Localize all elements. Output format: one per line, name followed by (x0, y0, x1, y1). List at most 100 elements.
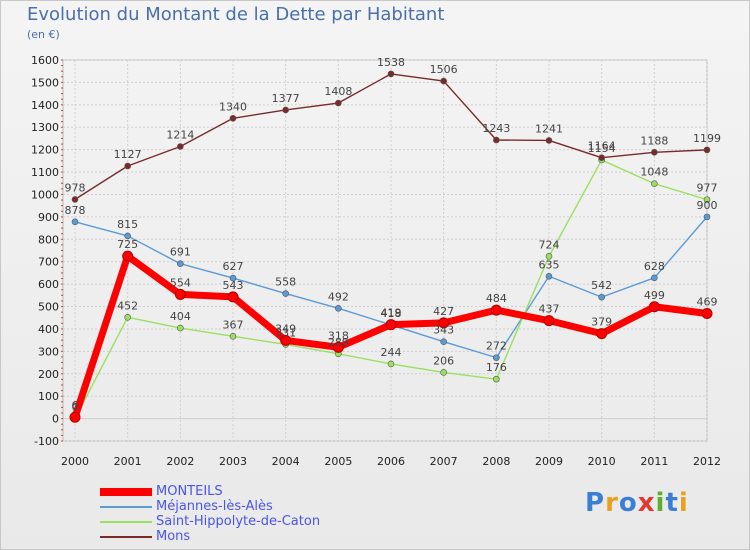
data-point (701, 307, 713, 319)
x-tick-label: 2011 (640, 455, 668, 468)
logo-letter: o (618, 488, 638, 518)
data-label: 635 (539, 258, 560, 271)
data-point (651, 274, 658, 282)
x-tick-label: 2009 (535, 455, 563, 468)
data-label: 1048 (640, 166, 668, 179)
data-point (177, 260, 184, 268)
legend-label: MONTEILS (156, 484, 223, 499)
x-tick-label: 2001 (114, 455, 142, 468)
data-point (703, 196, 711, 203)
y-tick-label: 1600 (31, 54, 59, 67)
data-label: 1506 (430, 63, 458, 76)
data-point (598, 293, 605, 301)
x-tick-label: 2007 (430, 455, 458, 468)
legend-swatch (100, 506, 152, 508)
logo-letter: x (637, 488, 656, 518)
x-axis: 2000 2001 2002 2003 2004 2005 2006 2007 2008 2009… (61, 455, 721, 468)
legend-label: Méjannes-lès-Alès (156, 499, 273, 514)
data-point (545, 137, 553, 144)
data-point (177, 324, 184, 332)
data-point (71, 196, 79, 203)
chart-title: Evolution du Montant de la Dette par Hab… (27, 4, 445, 25)
data-point (490, 304, 502, 316)
data-label: 1164 (588, 140, 616, 153)
data-label: 558 (275, 276, 296, 289)
data-label: 628 (644, 260, 665, 273)
x-tick-label: 2012 (693, 455, 721, 468)
y-tick-label: 600 (38, 278, 59, 291)
y-tick-label: 500 (38, 301, 59, 314)
y-tick-label: 1200 (31, 144, 59, 157)
data-point (648, 301, 660, 313)
data-point (598, 154, 605, 162)
plot-area (62, 59, 708, 442)
data-labels: 878 815 691 627 558 492 418 343 272 635 542 628 900 0… (65, 56, 722, 414)
data-point (69, 411, 81, 423)
data-label: 379 (591, 316, 612, 329)
data-point (596, 328, 608, 340)
x-tick-label: 2002 (166, 455, 194, 468)
legend-label: Saint-Hippolyte-de-Caton (156, 514, 321, 529)
y-tick-label: 1500 (31, 76, 59, 89)
data-point (440, 338, 447, 346)
data-point (543, 315, 555, 327)
data-point (280, 334, 292, 346)
logo-letter: t (665, 488, 679, 518)
data-label: 6 (72, 399, 79, 412)
x-tick-label: 2003 (219, 455, 247, 468)
data-point (493, 354, 500, 361)
y-axis: -100 0 100 200 300 400 500 600 700 800 900 1000 1100… (31, 54, 63, 448)
data-label: 542 (591, 279, 612, 292)
legend-label: Mons (156, 529, 191, 544)
data-label: 349 (275, 322, 296, 335)
data-point (282, 290, 289, 297)
data-label: 499 (644, 289, 665, 302)
data-label: 367 (223, 318, 244, 331)
x-tick-label: 2000 (61, 455, 89, 468)
legend-swatch (100, 488, 152, 496)
y-tick-label: 100 (38, 390, 59, 403)
data-point (282, 106, 289, 114)
data-label: 554 (170, 276, 191, 289)
data-label: 318 (328, 329, 349, 342)
data-label: 404 (170, 310, 191, 323)
data-label: 978 (65, 181, 86, 194)
data-point (387, 70, 395, 78)
x-tick-label: 2004 (272, 455, 300, 468)
data-point (440, 77, 447, 85)
data-point (177, 143, 184, 150)
data-label: 492 (328, 290, 349, 303)
data-label: 1340 (219, 100, 247, 113)
data-point (124, 162, 131, 170)
data-label: 1377 (272, 92, 300, 105)
data-point (332, 341, 344, 353)
y-tick-label: -100 (34, 435, 59, 448)
data-label: 1199 (693, 132, 721, 145)
data-label: 1188 (640, 134, 668, 147)
data-label: 1538 (377, 56, 405, 69)
data-label: 543 (223, 279, 244, 292)
data-point (651, 149, 658, 156)
x-tick-label: 2010 (588, 455, 616, 468)
y-tick-label: 300 (38, 345, 59, 358)
data-label: 878 (65, 204, 86, 217)
data-label: 900 (697, 199, 718, 212)
data-label: 1408 (324, 85, 352, 98)
data-label: 289 (328, 336, 349, 349)
data-label: 419 (381, 307, 402, 320)
data-point (545, 272, 553, 280)
chart-series (69, 70, 713, 423)
data-point (71, 218, 79, 226)
data-label: 206 (433, 354, 454, 367)
proxiti-logo: Proxiti (585, 488, 689, 518)
data-point (227, 291, 239, 303)
data-label: 484 (486, 292, 507, 305)
data-label: 331 (275, 326, 296, 339)
logo-letter: r (605, 488, 619, 518)
data-label: 1243 (482, 122, 510, 135)
logo-letter: i (678, 488, 689, 518)
legend-swatch (100, 536, 152, 538)
y-tick-label: 1100 (31, 166, 59, 179)
data-point (335, 99, 342, 107)
chart-unit-label: (en €) (27, 28, 60, 41)
